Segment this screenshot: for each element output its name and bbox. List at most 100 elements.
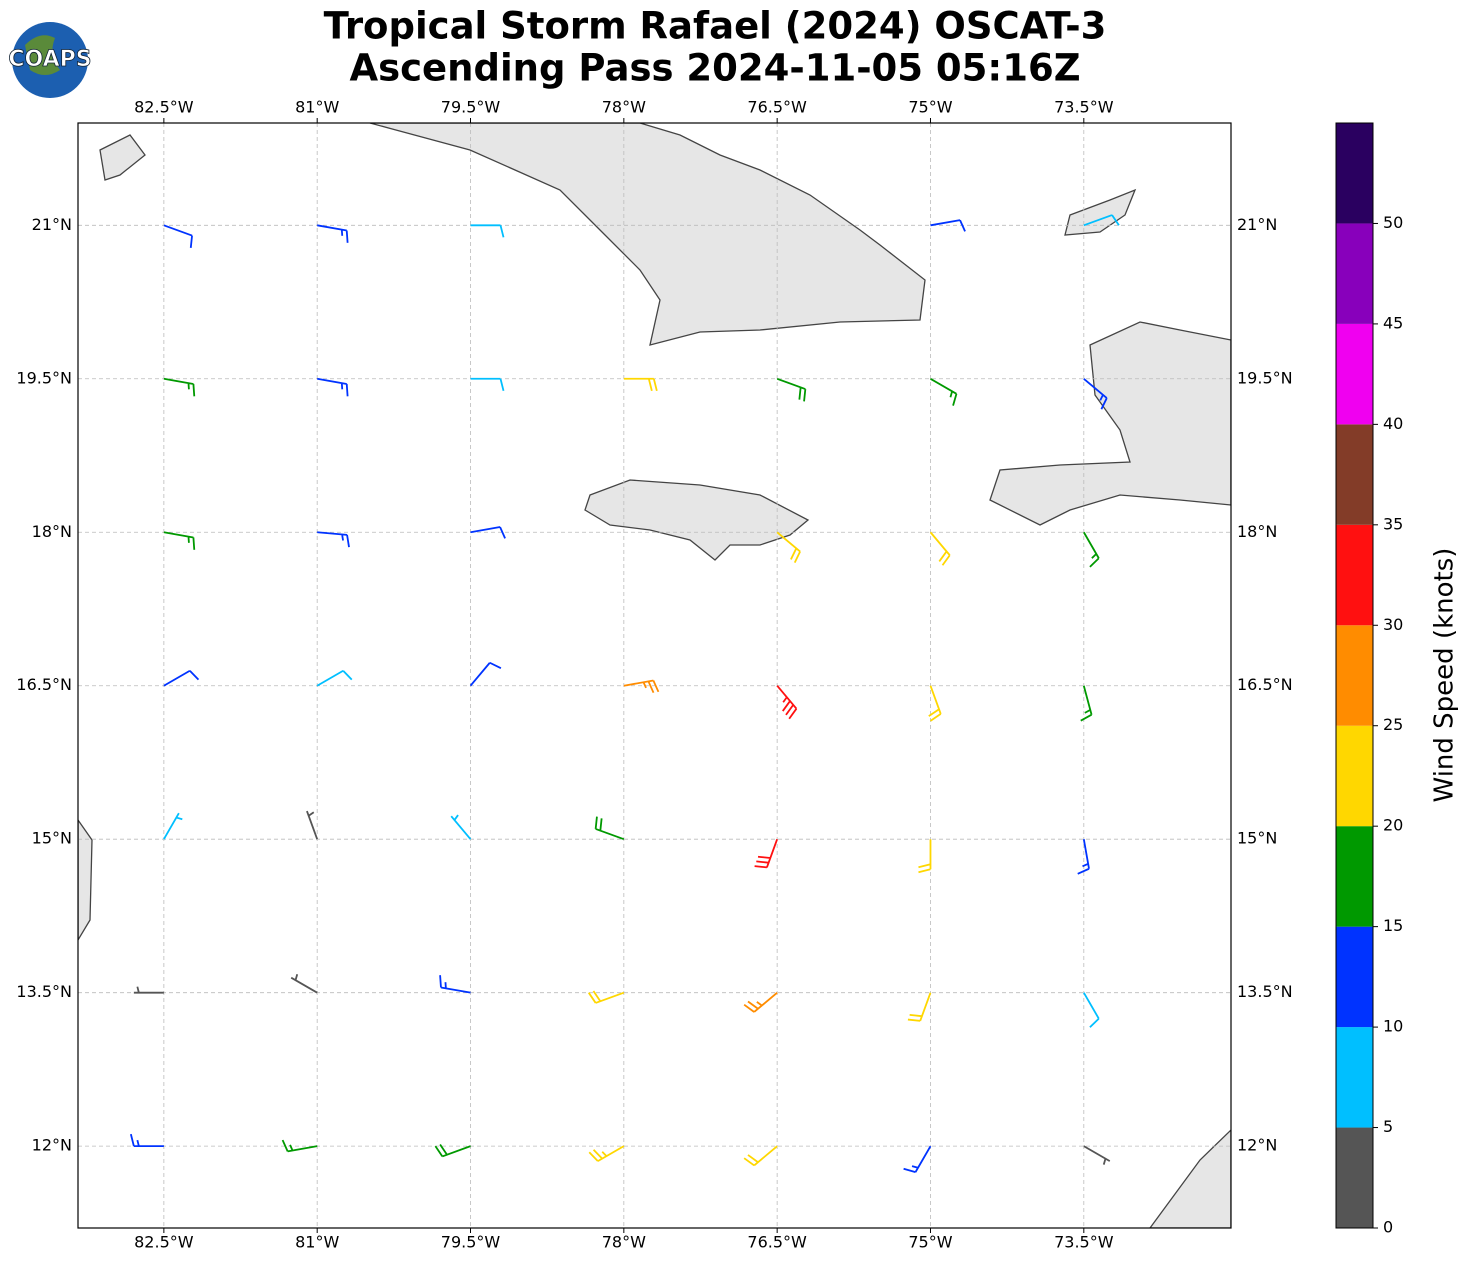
wind-barb <box>317 531 350 548</box>
colorbar-bin <box>1336 424 1373 525</box>
x-tick-label: 76.5°W <box>747 98 807 117</box>
y-tick-label: 13.5°N <box>16 982 72 1001</box>
y-tick-label: 18°N <box>1237 522 1277 541</box>
wind-barb <box>928 685 942 722</box>
x-tick-label: 75°W <box>908 98 952 117</box>
y-tick-label: 16.5°N <box>1237 675 1293 694</box>
wind-barb <box>623 679 660 694</box>
wind-barb <box>133 986 164 994</box>
colorbar-tick-label: 30 <box>1383 615 1403 634</box>
y-tick-label: 18°N <box>32 522 72 541</box>
x-tick-label: 78°W <box>602 98 646 117</box>
colorbar-bin <box>1336 123 1373 224</box>
wind-barb <box>1083 1145 1111 1165</box>
wind-barb <box>594 816 625 841</box>
wind-barb <box>470 526 506 539</box>
inagua <box>1064 188 1137 236</box>
wind-barb <box>163 531 196 550</box>
chart-subtitle: Ascending Pass 2024-11-05 05:16Z <box>349 47 1080 90</box>
colorbar-bin <box>1336 524 1373 626</box>
colorbar: 0 5 10 15 20 25 30 35 40 45 50 <box>1335 122 1403 1237</box>
y-tick-label: 21°N <box>32 215 72 234</box>
colorbar-bin <box>1336 1027 1373 1128</box>
colorbar-tick-label: 0 <box>1383 1218 1393 1237</box>
wind-barb <box>1083 992 1100 1028</box>
colorbar-tick-label: 45 <box>1383 313 1403 332</box>
colorbar-bin <box>1336 323 1373 425</box>
wind-barb <box>439 975 471 994</box>
wind-barb <box>470 224 505 238</box>
wind-barb <box>1083 531 1100 568</box>
wind-barb <box>317 377 349 397</box>
wind-barb <box>903 1145 932 1173</box>
wind-barb <box>743 991 778 1013</box>
wind-barb <box>776 531 801 564</box>
wind-barb <box>290 973 318 994</box>
y-tick-label: 15°N <box>1237 829 1277 848</box>
x-tick-label: 81°W <box>295 98 339 117</box>
colorbar-bin <box>1336 725 1373 827</box>
y-tick-label: 21°N <box>1237 215 1277 234</box>
isle-youth <box>99 134 146 181</box>
wind-barb <box>1083 378 1108 410</box>
wind-barb <box>434 1143 471 1158</box>
wind-barb <box>930 378 958 406</box>
y-tick-label: 13.5°N <box>1237 982 1293 1001</box>
wind-barb <box>469 661 502 687</box>
colorbar-tick-label: 15 <box>1383 916 1403 935</box>
wind-barb <box>163 669 200 687</box>
colorbar-tick-label: 10 <box>1383 1017 1403 1036</box>
wind-barb <box>316 669 353 687</box>
wind-barb <box>1077 839 1090 875</box>
x-tick-label: 82.5°W <box>134 1233 194 1252</box>
wind-barb <box>1083 214 1120 227</box>
wind-barb <box>918 839 932 874</box>
y-tick-label: 15°N <box>32 829 72 848</box>
wind-barb <box>930 219 966 232</box>
colorbar-bin <box>1336 625 1373 726</box>
wind-barb <box>281 1139 318 1153</box>
colorbar-frame <box>1335 122 1374 1229</box>
wind-barb <box>588 1145 625 1162</box>
wind-barb <box>776 685 798 720</box>
wind-barb <box>470 377 505 392</box>
x-tick-label: 73.5°W <box>1054 98 1114 117</box>
wind-barb <box>129 1133 164 1148</box>
central-america <box>78 818 93 942</box>
logo-land <box>25 35 60 75</box>
plot-frame <box>77 122 1232 1229</box>
wind-barb <box>1080 685 1093 722</box>
y-tick-label: 19.5°N <box>16 368 72 387</box>
y-tick-label: 12°N <box>32 1136 72 1155</box>
x-tick-label: 79.5°W <box>441 1233 501 1252</box>
x-tick-label: 79.5°W <box>441 98 501 117</box>
wind-barb <box>754 838 779 869</box>
land-layer <box>78 123 1231 1228</box>
wind-barb <box>907 992 932 1022</box>
x-tick-label: 78°W <box>602 1233 646 1252</box>
wind-barb <box>743 1145 778 1167</box>
colombia <box>1149 1129 1231 1228</box>
colorbar-bin <box>1336 926 1373 1028</box>
colorbar-tick-label: 35 <box>1383 514 1403 533</box>
cuba <box>369 123 926 346</box>
y-tick-label: 16.5°N <box>16 675 72 694</box>
x-tick-label: 73.5°W <box>1054 1233 1114 1252</box>
jamaica <box>584 479 810 561</box>
colorbar-tick-label: 20 <box>1383 816 1403 835</box>
logo-text: COAPS <box>8 47 91 72</box>
colorbar-bin <box>1336 223 1373 324</box>
wind-barb <box>306 810 319 840</box>
wind-barb <box>929 531 951 566</box>
colorbar-tick-label: 50 <box>1383 213 1403 232</box>
x-tick-label: 81°W <box>295 1233 339 1252</box>
hispaniola <box>989 321 1231 526</box>
wind-barb <box>163 377 196 397</box>
colorbar-label: Wind Speed (knots) <box>1430 548 1460 803</box>
x-tick-label: 82.5°W <box>134 98 194 117</box>
wind-barb <box>163 812 183 840</box>
wind-barb <box>587 990 625 1004</box>
y-tick-label: 12°N <box>1237 1136 1277 1155</box>
y-tick-label: 19.5°N <box>1237 368 1293 387</box>
